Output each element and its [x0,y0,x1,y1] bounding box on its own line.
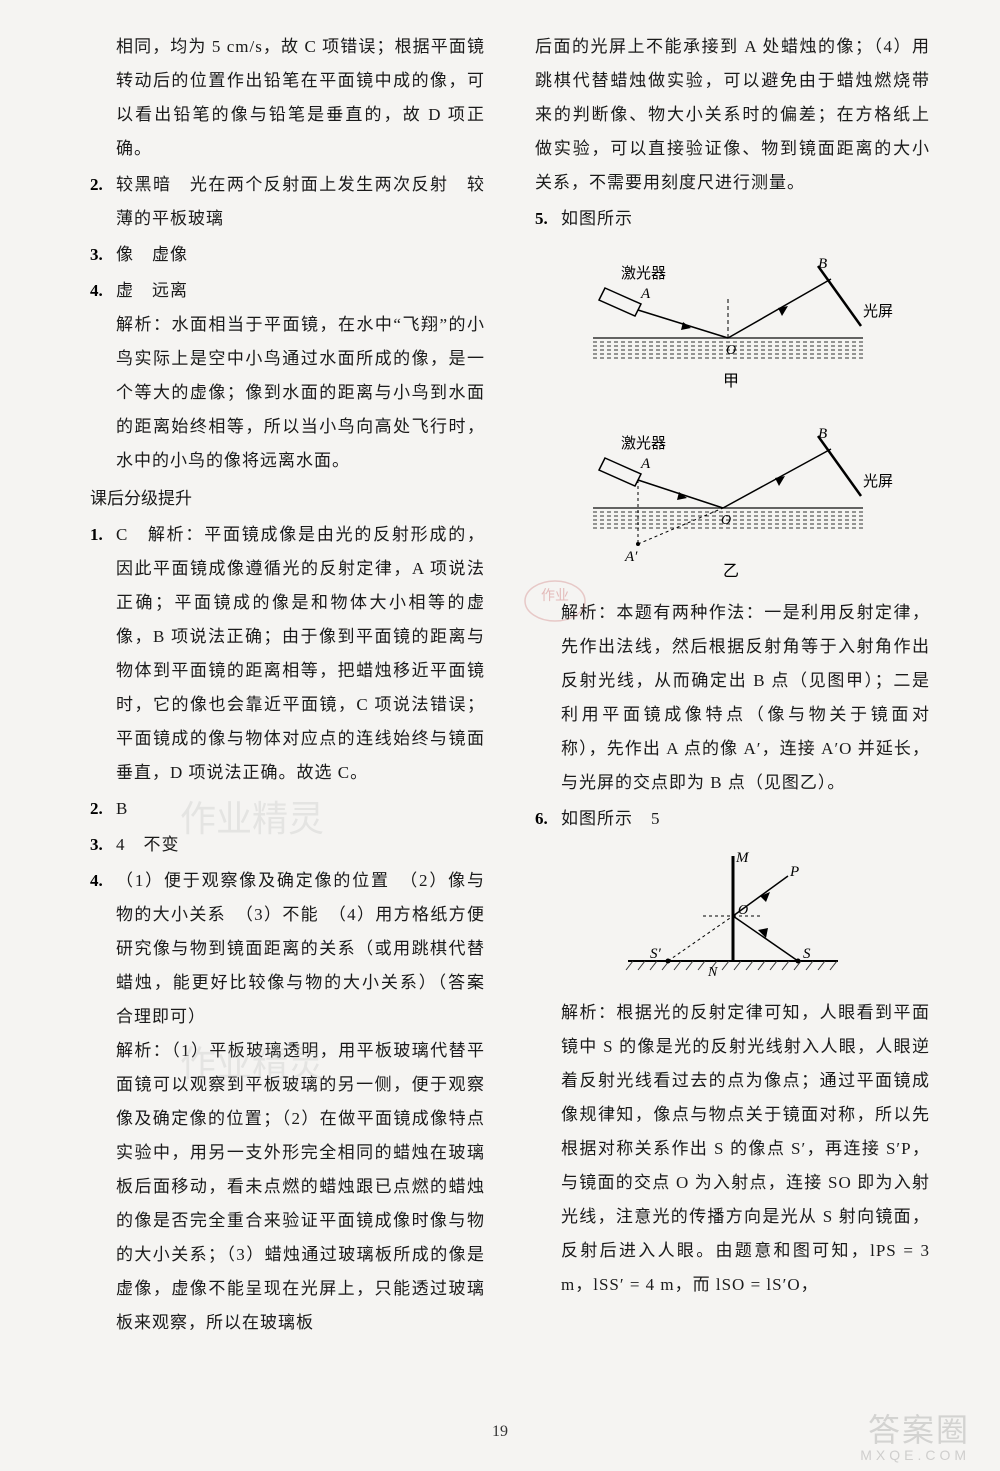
label-O: O [721,513,731,528]
item-6: 6. 如图所示 5 [535,802,930,836]
label-S: S [803,946,811,962]
answer-6: 如图所示 5 [561,802,930,836]
item-number: 4. [90,274,116,308]
exp-5: 解析：本题有两种作法：一是利用反射定律，先作出法线，然后根据反射角等于入射角作出… [535,596,930,800]
watermark-bottom: 答案圈 [868,1405,970,1451]
after-3: 3. 4 不变 [90,828,485,862]
label-P: P [789,864,799,880]
right-column: 后面的光屏上不能承接到 A 处蜡烛的像；（4）用跳棋代替蜡烛做实验，可以避免由于… [535,30,930,1441]
item-3: 3. 像 虚像 [90,238,485,272]
after-4-text: （1）便于观察像及确定像的位置 （2）像与物的大小关系 （3）不能 （4）用方格… [116,864,485,1034]
diagram-svg-5-1: 激光器 A O B 光屏 甲 [563,246,903,396]
caption-jia: 甲 [723,373,739,390]
item-5: 5. 如图所示 [535,202,930,236]
answer-3: 像 虚像 [116,238,485,272]
after-4-exp: 解析：（1）平板玻璃透明，用平板玻璃代替平面镜可以观察到平板玻璃的另一侧，便于观… [90,1034,485,1340]
diagram-5-jia: 激光器 A O B 光屏 甲 [535,246,930,396]
explanation-4: 解析：水面相当于平面镜，在水中“飞翔”的小鸟实际上是空中小鸟通过水面所成的像，是… [90,308,485,478]
laser-label: 激光器 [621,265,666,282]
item-number: 3. [90,238,116,272]
continuation: 后面的光屏上不能承接到 A 处蜡烛的像；（4）用跳棋代替蜡烛做实验，可以避免由于… [535,30,930,200]
label-O: O [726,343,736,358]
exp-6: 解析：根据光的反射定律可知，人眼看到平面镜中 S 的像是光的反射光线射入人眼，人… [535,996,930,1302]
after-1-text: C 解析：平面镜成像是由光的反射形成的，因此平面镜成像遵循光的反射定律，A 项说… [116,518,485,790]
after-2: 2. B [90,792,485,826]
label-M: M [735,850,750,866]
answer-2: 较黑暗 光在两个反射面上发生两次反射 较薄的平板玻璃 [116,168,485,236]
diagram-5-yi: 激光器 A A′ O B 光屏 乙 [535,416,930,586]
label-Sprime: S′ [650,946,662,962]
item-number: 2. [90,168,116,236]
page: 相同，均为 5 cm/s，故 C 项错误；根据平面镜转动后的位置作出铅笔在平面镜… [90,30,930,1441]
label-A: A [640,286,651,302]
item-number: 1. [90,518,116,790]
diagram-6: M O S S′ N P [535,846,930,986]
item-number: 3. [90,828,116,862]
label-Aprime: A′ [624,549,638,565]
item-number: 4. [90,864,116,1034]
diagram-svg-6: M O S S′ N P [618,846,848,986]
item-number: 5. [535,202,561,236]
label-B: B [818,426,827,442]
answer-4-text: 虚 远离 [116,281,188,300]
caption-yi: 乙 [723,563,739,580]
left-column: 相同，均为 5 cm/s，故 C 项错误；根据平面镜转动后的位置作出铅笔在平面镜… [90,30,485,1441]
section-title: 课后分级提升 [90,482,485,516]
answer-5: 如图所示 [561,202,930,236]
page-number: 19 [492,1423,508,1441]
diagram-svg-5-2: 激光器 A A′ O B 光屏 乙 [563,416,903,586]
watermark-sub: MXQE.COM [860,1447,970,1463]
item-2: 2. 较黑暗 光在两个反射面上发生两次反射 较薄的平板玻璃 [90,168,485,236]
item-number: 2. [90,792,116,826]
label-B: B [818,256,827,272]
screen-label: 光屏 [863,303,893,320]
after-4: 4. （1）便于观察像及确定像的位置 （2）像与物的大小关系 （3）不能 （4）… [90,864,485,1034]
answer-4: 虚 远离 [116,274,485,308]
after-1: 1. C 解析：平面镜成像是由光的反射形成的，因此平面镜成像遵循光的反射定律，A… [90,518,485,790]
label-A: A [640,456,651,472]
screen-label: 光屏 [863,473,893,490]
label-N: N [707,965,718,980]
item-4: 4. 虚 远离 [90,274,485,308]
item-number: 6. [535,802,561,836]
after-2-text: B [116,792,485,826]
after-3-text: 4 不变 [116,828,485,862]
intro-text: 相同，均为 5 cm/s，故 C 项错误；根据平面镜转动后的位置作出铅笔在平面镜… [90,30,485,166]
laser-label: 激光器 [621,435,666,452]
